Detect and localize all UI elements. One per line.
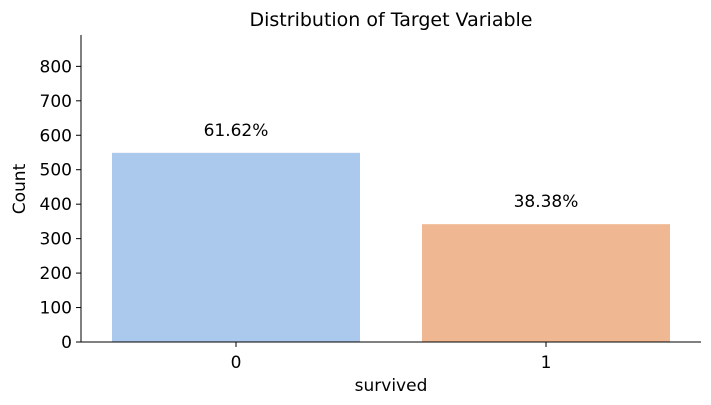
y-tick-label: 500 bbox=[40, 161, 72, 181]
y-axis-ticks: 0 100 200 300 400 500 600 700 800 bbox=[40, 57, 81, 353]
x-tick-label-0: 0 bbox=[231, 353, 242, 373]
bar-1 bbox=[422, 224, 670, 342]
y-tick-label: 700 bbox=[40, 92, 72, 112]
y-tick-label: 300 bbox=[40, 230, 72, 250]
y-tick-label: 100 bbox=[40, 299, 72, 319]
x-tick-label-1: 1 bbox=[541, 353, 552, 373]
y-tick-label: 200 bbox=[40, 264, 72, 284]
y-tick-label: 400 bbox=[40, 195, 72, 215]
y-tick-label: 600 bbox=[40, 126, 72, 146]
y-axis-label: Count bbox=[10, 163, 30, 214]
data-label-1: 38.38% bbox=[514, 192, 579, 212]
bar-0 bbox=[112, 152, 360, 342]
x-axis-label: survived bbox=[355, 376, 428, 396]
data-label-0: 61.62% bbox=[204, 121, 269, 141]
bars: 61.62% 38.38% bbox=[112, 121, 670, 342]
chart-title: Distribution of Target Variable bbox=[250, 9, 533, 31]
y-tick-label: 0 bbox=[61, 333, 72, 353]
y-tick-label: 800 bbox=[40, 57, 72, 77]
